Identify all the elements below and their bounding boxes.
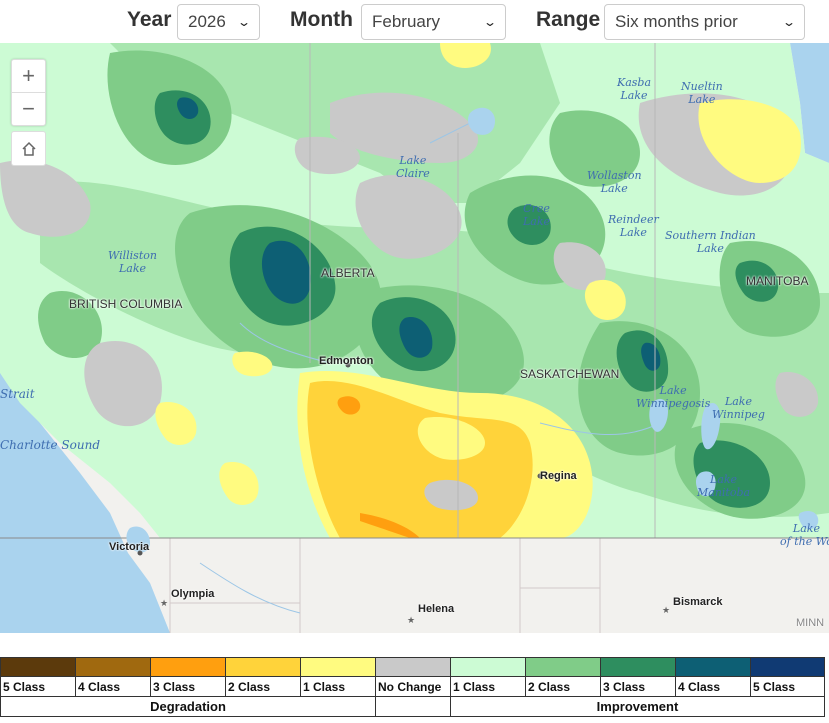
- hudson-bay: [790, 43, 829, 163]
- svg-text:★: ★: [407, 615, 415, 625]
- legend-group-no-change: [375, 697, 450, 717]
- month-select[interactable]: February ⌄: [361, 4, 506, 40]
- legend-label: 2 Class: [225, 677, 300, 697]
- water-label-winnipeg: Lake Winnipeg: [712, 395, 765, 421]
- legend-swatch: [150, 657, 225, 677]
- legend-swatch: [0, 657, 75, 677]
- legend-swatch: [225, 657, 300, 677]
- year-value: 2026: [188, 12, 226, 31]
- svg-text:★: ★: [662, 605, 670, 615]
- legend-swatch: [375, 657, 450, 677]
- legend-swatch: [675, 657, 750, 677]
- legend-swatches: [0, 657, 829, 677]
- legend-label: 4 Class: [675, 677, 750, 697]
- water-label-lake-claire: Lake Claire: [396, 154, 430, 180]
- water-label-reindeer: Reindeer Lake: [608, 213, 659, 239]
- water-label-cree: Cree Lake: [523, 202, 551, 228]
- legend-label: 3 Class: [150, 677, 225, 697]
- legend-group-improvement: Improvement: [450, 697, 825, 717]
- legend-group-degradation: Degradation: [0, 697, 375, 717]
- legend-label: No Change: [375, 677, 450, 697]
- water-label-southern-indian: Southern Indian Lake: [665, 229, 756, 255]
- home-button[interactable]: [11, 131, 46, 166]
- water-label-manitoba: Lake Manitoba: [697, 473, 751, 499]
- water-label-williston: Williston Lake: [108, 249, 157, 275]
- city-label-regina: Regina: [540, 470, 577, 482]
- pacific-ocean: [0, 343, 170, 633]
- legend-swatch: [600, 657, 675, 677]
- chevron-down-icon: ⌄: [482, 15, 498, 29]
- legend-groups: Degradation Improvement: [0, 697, 829, 717]
- year-select[interactable]: 2026 ⌄: [177, 4, 260, 40]
- city-label-edmonton: Edmonton: [319, 355, 374, 367]
- controls-bar: Year 2026 ⌄ Month February ⌄ Range Six m…: [0, 0, 829, 43]
- legend-label: 5 Class: [750, 677, 825, 697]
- legend-labels: 5 Class 4 Class 3 Class 2 Class 1 Class …: [0, 677, 829, 697]
- change-map[interactable]: ★ ★ ★ Kasba Lake Nueltin Lake Lake Claire W…: [0, 43, 829, 633]
- svg-text:★: ★: [160, 598, 168, 608]
- water-label-lake-of-the-woods: Lake of the Wo: [780, 522, 829, 548]
- water-label-kasba: Kasba Lake: [617, 76, 652, 102]
- province-label-saskatchewan: SASKATCHEWAN: [520, 367, 620, 381]
- province-label-manitoba: MANITOBA: [746, 274, 809, 288]
- month-label: Month: [290, 8, 353, 31]
- legend: 5 Class 4 Class 3 Class 2 Class 1 Class …: [0, 657, 829, 717]
- water-label-nueltin: Nueltin Lake: [681, 80, 723, 106]
- city-label-victoria: Victoria: [109, 541, 150, 553]
- legend-label: 1 Class: [450, 677, 525, 697]
- water-label-strait: Strait: [0, 387, 35, 401]
- province-label-bc: BRITISH COLUMBIA: [69, 297, 183, 311]
- city-label-olympia: Olympia: [171, 588, 215, 600]
- map-canvas: ★ ★ ★: [0, 43, 829, 633]
- legend-swatch: [525, 657, 600, 677]
- home-icon: [21, 141, 36, 156]
- legend-swatch: [75, 657, 150, 677]
- legend-label: 4 Class: [75, 677, 150, 697]
- zoom-control: + −: [11, 59, 46, 126]
- zoom-out-button[interactable]: −: [12, 92, 45, 125]
- legend-label: 5 Class: [0, 677, 75, 697]
- water-label-charlotte-sound: Charlotte Sound: [0, 438, 101, 452]
- city-label-helena: Helena: [418, 603, 455, 615]
- province-label-alberta: ALBERTA: [321, 266, 375, 280]
- water-label-winnipegosis: Lake Winnipegosis: [636, 384, 711, 410]
- legend-label: 1 Class: [300, 677, 375, 697]
- month-value: February: [372, 12, 441, 31]
- legend-label: 2 Class: [525, 677, 600, 697]
- legend-swatch: [450, 657, 525, 677]
- chevron-down-icon: ⌄: [236, 15, 252, 29]
- legend-swatch: [750, 657, 825, 677]
- range-label: Range: [536, 8, 601, 31]
- chevron-down-icon: ⌄: [781, 15, 797, 29]
- year-label: Year: [127, 8, 172, 31]
- city-label-bismarck: Bismarck: [673, 596, 723, 608]
- legend-swatch: [300, 657, 375, 677]
- legend-label: 3 Class: [600, 677, 675, 697]
- zoom-in-button[interactable]: +: [22, 63, 35, 88]
- range-select[interactable]: Six months prior ⌄: [604, 4, 805, 40]
- water-label-wollaston: Wollaston Lake: [587, 169, 642, 195]
- range-value: Six months prior: [615, 12, 738, 31]
- state-label-minn: MINN: [796, 617, 825, 629]
